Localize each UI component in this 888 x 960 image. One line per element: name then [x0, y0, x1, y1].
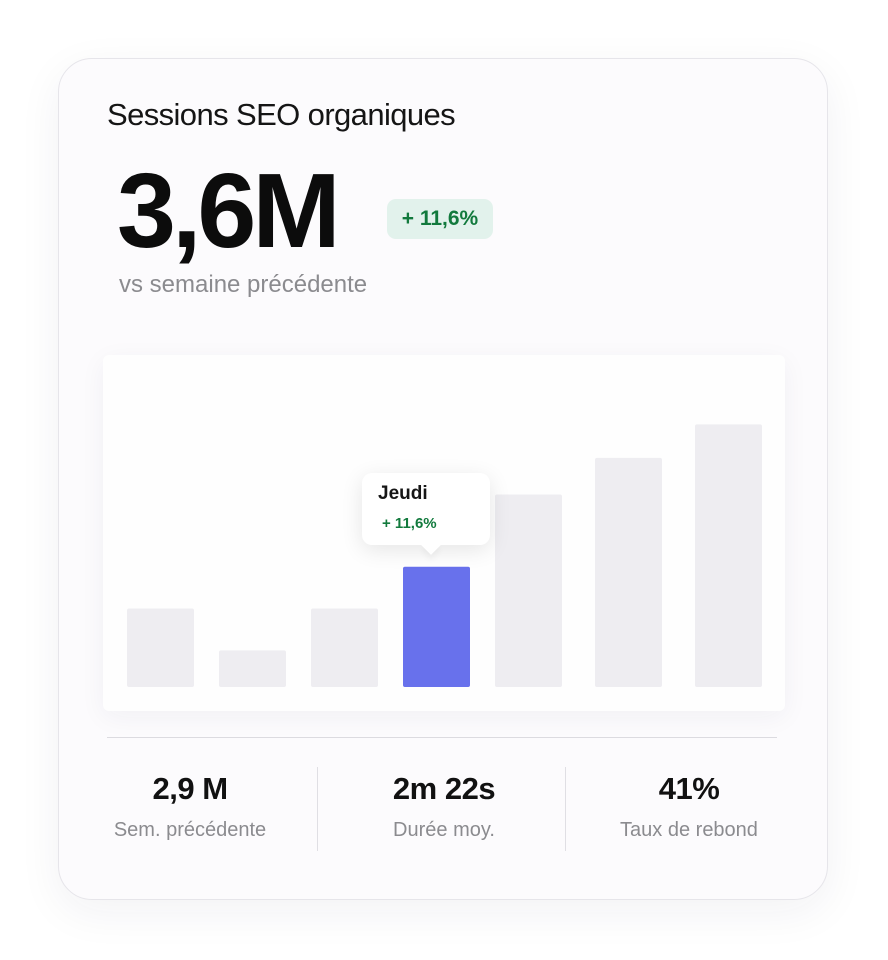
- stat-separator: [317, 767, 318, 851]
- bar[interactable]: [695, 424, 762, 687]
- bar[interactable]: [127, 608, 194, 687]
- bar-tooltip: Jeudi + 11,6%: [362, 473, 490, 545]
- delta-badge: + 11,6%: [387, 199, 493, 239]
- bar-highlighted[interactable]: [403, 566, 470, 687]
- stat-bounce-rate: 41% Taux de rebond: [574, 771, 804, 842]
- stat-value: 2,9 M: [152, 771, 228, 806]
- bar[interactable]: [595, 457, 662, 687]
- seo-sessions-card: Sessions SEO organiques 3,6M + 11,6% vs …: [58, 58, 828, 900]
- stat-label: Sem. précédente: [113, 819, 267, 841]
- stat-label: Taux de rebond: [620, 819, 758, 841]
- sessions-value: 3,6M: [117, 152, 341, 270]
- stat-value: 41%: [658, 771, 720, 806]
- stats-divider: [107, 737, 777, 738]
- bar[interactable]: [219, 650, 286, 687]
- bar[interactable]: [495, 494, 562, 687]
- stat-previous-week: 2,9 M Sem. précédente: [75, 771, 305, 842]
- bar[interactable]: [311, 608, 378, 687]
- stat-separator: [565, 767, 566, 851]
- stat-value: 2m 22s: [392, 771, 496, 806]
- stat-avg-duration: 2m 22s Durée moy.: [329, 771, 559, 842]
- comparison-label: vs semaine précédente: [119, 271, 368, 298]
- tooltip-day: Jeudi: [378, 483, 428, 504]
- card-title: Sessions SEO organiques: [107, 97, 456, 132]
- bar-chart: Jeudi + 11,6%: [103, 355, 785, 711]
- stat-label: Durée moy.: [393, 819, 495, 841]
- bar-chart-svg: [127, 424, 762, 687]
- tooltip-delta: + 11,6%: [382, 515, 437, 532]
